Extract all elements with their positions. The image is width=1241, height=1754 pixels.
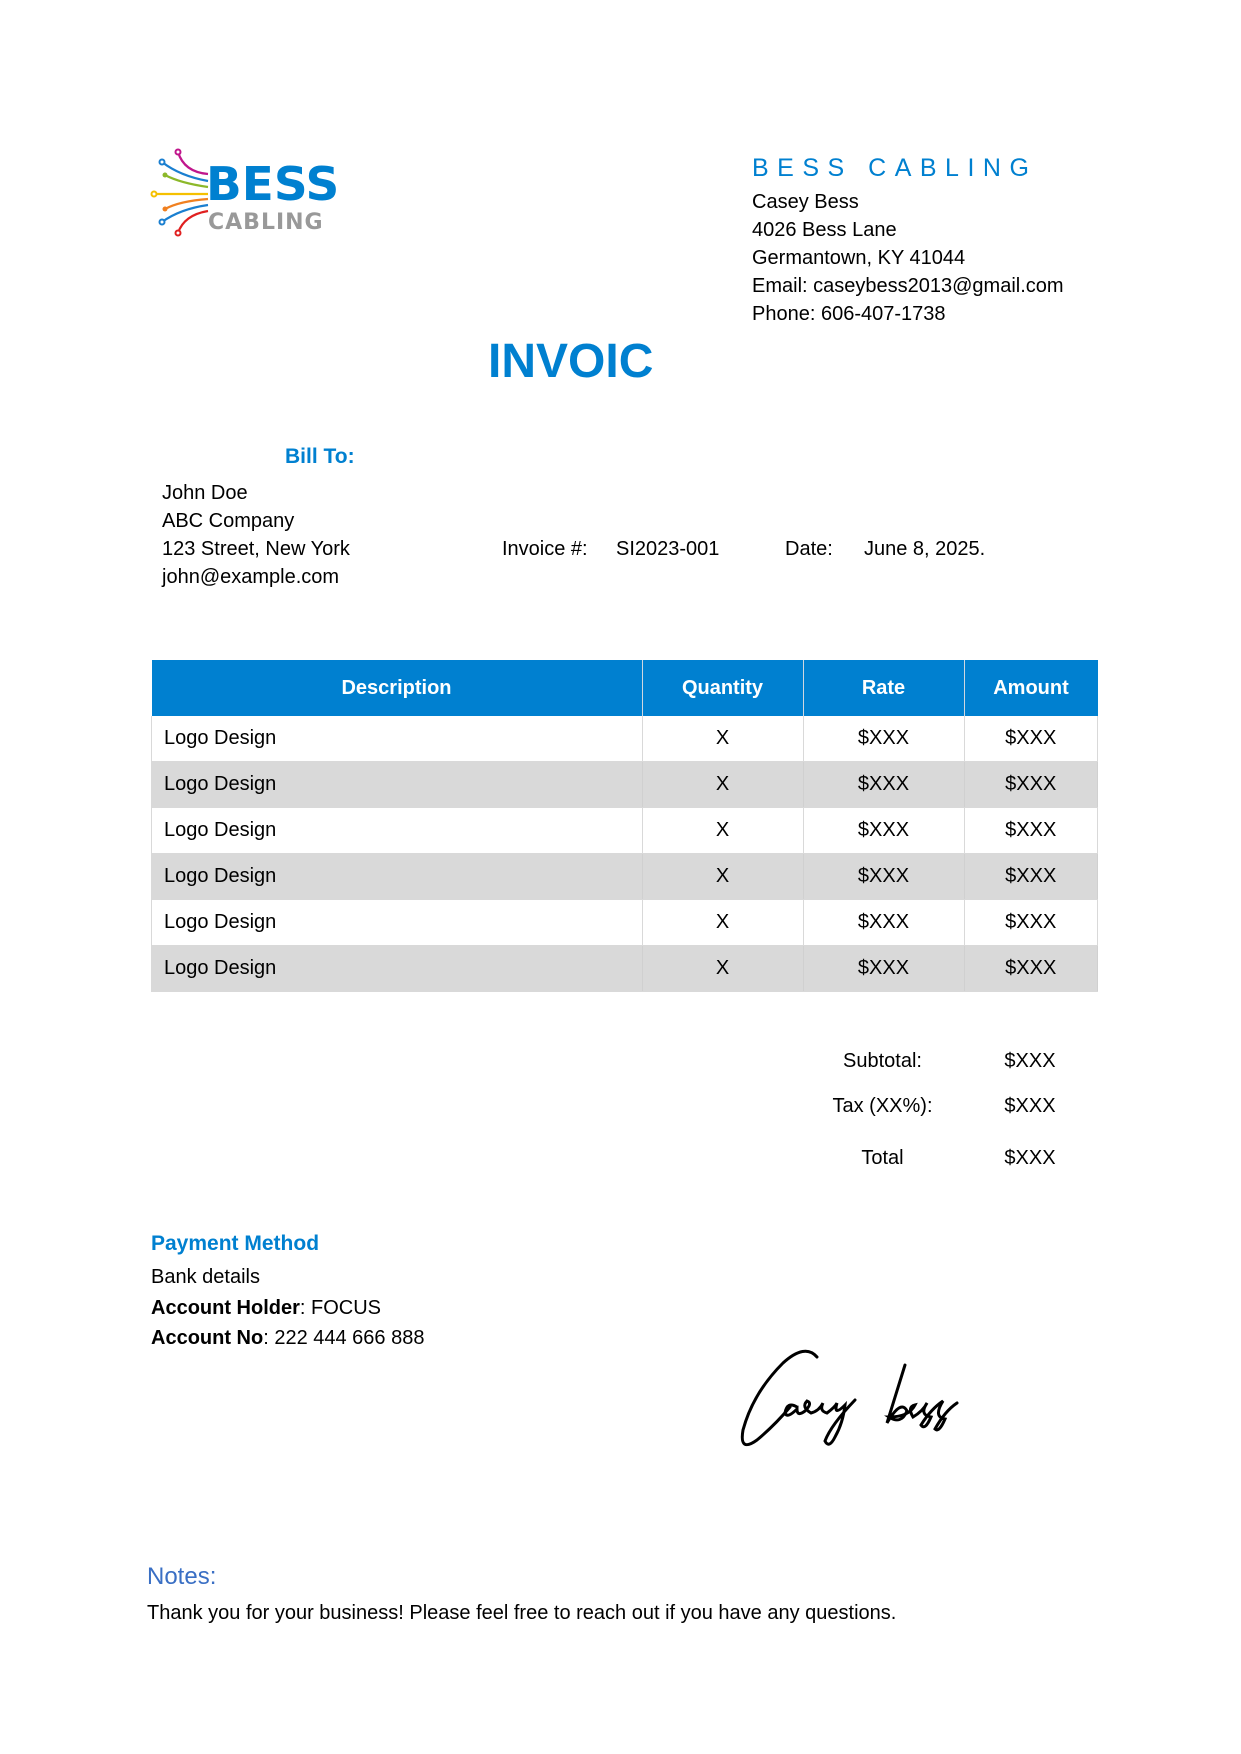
company-address-2: Germantown, KY 41044 — [752, 247, 966, 269]
account-holder-value: : FOCUS — [299, 1296, 382, 1319]
cell-amount: $XXX — [964, 899, 1098, 946]
subtotal-label: Subtotal: — [843, 1050, 922, 1072]
client-company: ABC Company — [162, 510, 295, 532]
account-number-value: : 222 444 666 888 — [263, 1327, 425, 1349]
account-number: Account No: 222 444 666 888 — [151, 1323, 424, 1354]
table-row: Logo Design X $XXX $XXX — [151, 761, 1098, 808]
cell-rate: $XXX — [803, 945, 965, 992]
notes-text: Thank you for your business! Please feel… — [147, 1602, 897, 1624]
cell-description: Logo Design — [151, 716, 643, 762]
bill-to-label: Bill To: — [285, 445, 355, 468]
cell-amount: $XXX — [964, 945, 1098, 992]
cell-quantity: X — [642, 761, 804, 808]
cell-quantity: X — [642, 716, 804, 762]
cell-description: Logo Design — [151, 807, 643, 854]
table-row: Logo Design X $XXX $XXX — [151, 716, 1098, 762]
signature — [740, 1349, 959, 1447]
cell-amount: $XXX — [964, 761, 1098, 808]
notes-title: Notes: — [147, 1563, 217, 1590]
account-number-label: Account No — [151, 1327, 264, 1349]
subtotal-value: $XXX — [1004, 1050, 1056, 1072]
account-holder: Account Holder: FOCUS — [151, 1293, 424, 1324]
client-name: John Doe — [162, 482, 248, 504]
tax-value: $XXX — [1004, 1095, 1056, 1117]
cell-amount: $XXX — [964, 853, 1098, 900]
total-value: $XXX — [1004, 1147, 1056, 1169]
company-address-1: 4026 Bess Lane — [752, 219, 897, 241]
cell-amount: $XXX — [964, 716, 1098, 762]
client-address: 123 Street, New York — [162, 538, 350, 560]
cell-description: Logo Design — [151, 899, 643, 946]
company-contact: Casey Bess — [752, 191, 859, 213]
page-title: INVOIC — [488, 335, 654, 388]
cell-quantity: X — [642, 807, 804, 854]
invoice-date: June 8, 2025. — [864, 538, 986, 560]
table-row: Logo Design X $XXX $XXX — [151, 853, 1098, 900]
invoice-number-label: Invoice #: — [502, 538, 588, 560]
date-label: Date: — [785, 538, 833, 560]
table-row: Logo Design X $XXX $XXX — [151, 899, 1098, 946]
cell-rate: $XXX — [803, 716, 965, 762]
company-logo: BESS CABLING — [150, 148, 362, 238]
cell-quantity: X — [642, 853, 804, 900]
header-quantity: Quantity — [642, 660, 804, 716]
header-rate: Rate — [803, 660, 965, 716]
cell-description: Logo Design — [151, 853, 643, 900]
table-row: Logo Design X $XXX $XXX — [151, 945, 1098, 992]
company-phone: Phone: 606-407-1738 — [752, 303, 946, 325]
bank-details: Bank details — [151, 1266, 260, 1288]
cell-amount: $XXX — [964, 807, 1098, 854]
header-description: Description — [151, 660, 643, 716]
cell-description: Logo Design — [151, 761, 643, 808]
cell-description: Logo Design — [151, 945, 643, 992]
table-row: Logo Design X $XXX $XXX — [151, 807, 1098, 854]
company-name: BESS CABLING — [752, 154, 1038, 182]
table-header-row: Description Quantity Rate Amount — [151, 660, 1098, 716]
logo-text-top: BESS — [206, 157, 340, 211]
cable-icon — [150, 148, 209, 237]
cell-rate: $XXX — [803, 899, 965, 946]
payment-details: Bank details Account Holder: FOCUS Accou… — [151, 1262, 424, 1354]
payment-method-title: Payment Method — [151, 1232, 320, 1255]
line-items-table: Description Quantity Rate Amount Logo De… — [151, 660, 1098, 992]
logo-text-bottom: CABLING — [208, 210, 324, 235]
account-holder-label: Account Holder — [151, 1296, 300, 1319]
bill-to-details: John Doe ABC Company 123 Street, New Yor… — [162, 479, 350, 591]
tax-label: Tax (XX%): — [832, 1095, 933, 1117]
company-email: Email: caseybess2013@gmail.com — [752, 275, 1064, 297]
total-label: Total — [861, 1147, 904, 1169]
company-details: Casey Bess 4026 Bess Lane Germantown, KY… — [752, 188, 1064, 328]
invoice-number: SI2023-001 — [616, 538, 720, 560]
cell-rate: $XXX — [803, 853, 965, 900]
cell-quantity: X — [642, 899, 804, 946]
header-amount: Amount — [964, 660, 1098, 716]
cell-rate: $XXX — [803, 807, 965, 854]
cell-quantity: X — [642, 945, 804, 992]
cell-rate: $XXX — [803, 761, 965, 808]
client-email: john@example.com — [162, 566, 340, 588]
